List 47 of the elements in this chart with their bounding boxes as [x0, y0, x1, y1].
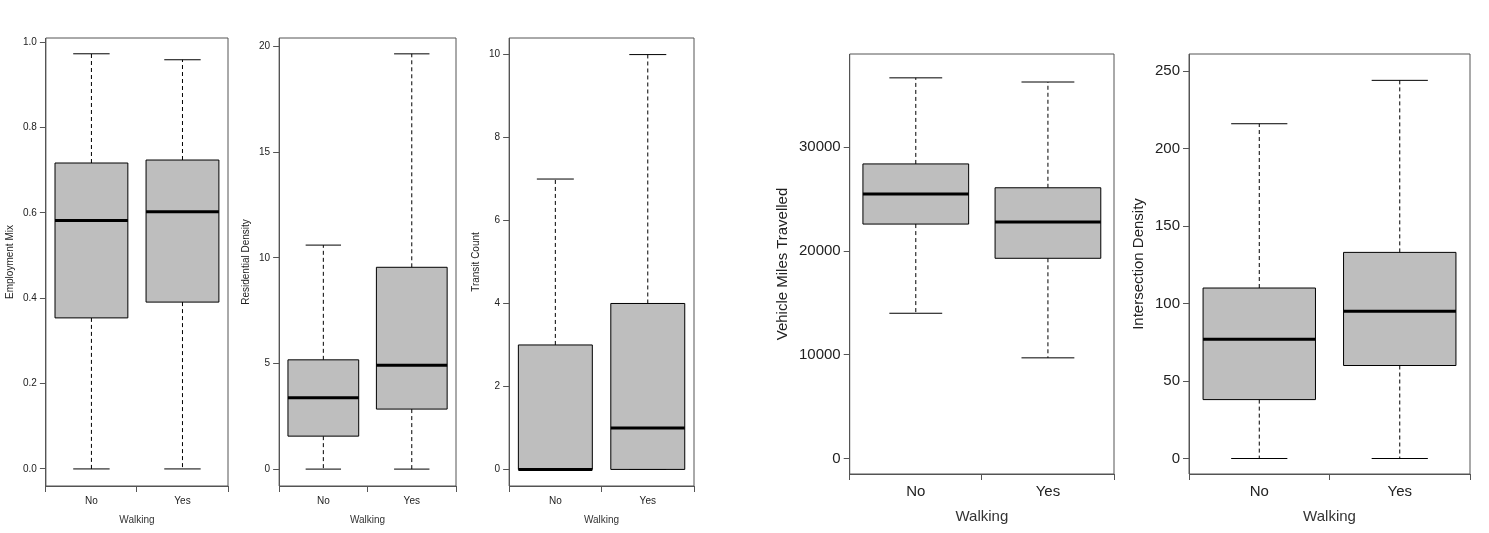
y-tick-label: 10	[489, 48, 501, 60]
x-tick-label: No	[548, 494, 563, 506]
y-tick-label: 0	[832, 448, 841, 466]
y-tick-label: 15	[259, 145, 271, 157]
y-tick-label: 0.6	[23, 206, 38, 218]
y-tick-label: 1.0	[23, 36, 38, 48]
y-tick-label: 0	[1171, 448, 1181, 466]
x-axis-title: Walking	[1303, 507, 1356, 525]
y-tick-label: 0	[494, 463, 501, 475]
y-axis-title: Vehicle Miles Travelled	[773, 187, 791, 341]
x-tick-label: No	[906, 482, 926, 500]
y-tick-label: 0.8	[23, 121, 38, 133]
x-tick-label: Yes	[403, 494, 420, 506]
y-tick-label: 0.2	[23, 377, 38, 389]
y-tick-label: 2	[494, 380, 501, 392]
x-axis-title: Walking	[955, 507, 1009, 525]
x-axis-title: Walking	[119, 513, 155, 525]
x-tick-label: No	[1249, 482, 1269, 500]
y-tick-label: 0.0	[23, 462, 38, 474]
x-tick-label: Yes	[1387, 482, 1412, 500]
y-tick-label: 20000	[798, 241, 841, 259]
y-axis-title: Transit Count	[469, 231, 481, 292]
y-axis-title: Intersection Density	[1129, 197, 1147, 330]
x-tick-label: No	[316, 494, 331, 506]
x-tick-label: Yes	[1035, 482, 1061, 500]
x-axis-title: Walking	[583, 513, 620, 525]
y-tick-label: 6	[494, 214, 501, 226]
y-tick-label: 20	[259, 40, 271, 52]
y-axis-title: Employment Mix	[3, 225, 15, 299]
y-tick-label: 150	[1155, 216, 1181, 234]
y-tick-label: 0	[264, 462, 271, 474]
y-tick-label: 250	[1155, 61, 1181, 79]
y-tick-label: 10	[259, 251, 271, 263]
y-tick-label: 200	[1155, 138, 1181, 156]
y-tick-label: 4	[494, 297, 501, 309]
x-tick-label: Yes	[639, 494, 656, 506]
y-tick-label: 30000	[798, 137, 841, 155]
y-tick-label: 100	[1155, 293, 1181, 311]
y-axis-title: Residential Density	[239, 219, 251, 305]
y-tick-label: 50	[1163, 371, 1181, 389]
y-tick-label: 10000	[798, 344, 841, 362]
y-tick-label: 5	[264, 357, 271, 369]
y-tick-label: 0.4	[23, 292, 38, 304]
y-tick-label: 8	[494, 131, 501, 143]
x-axis-title: Walking	[349, 513, 386, 525]
x-tick-label: No	[85, 494, 99, 506]
x-tick-label: Yes	[174, 494, 191, 506]
